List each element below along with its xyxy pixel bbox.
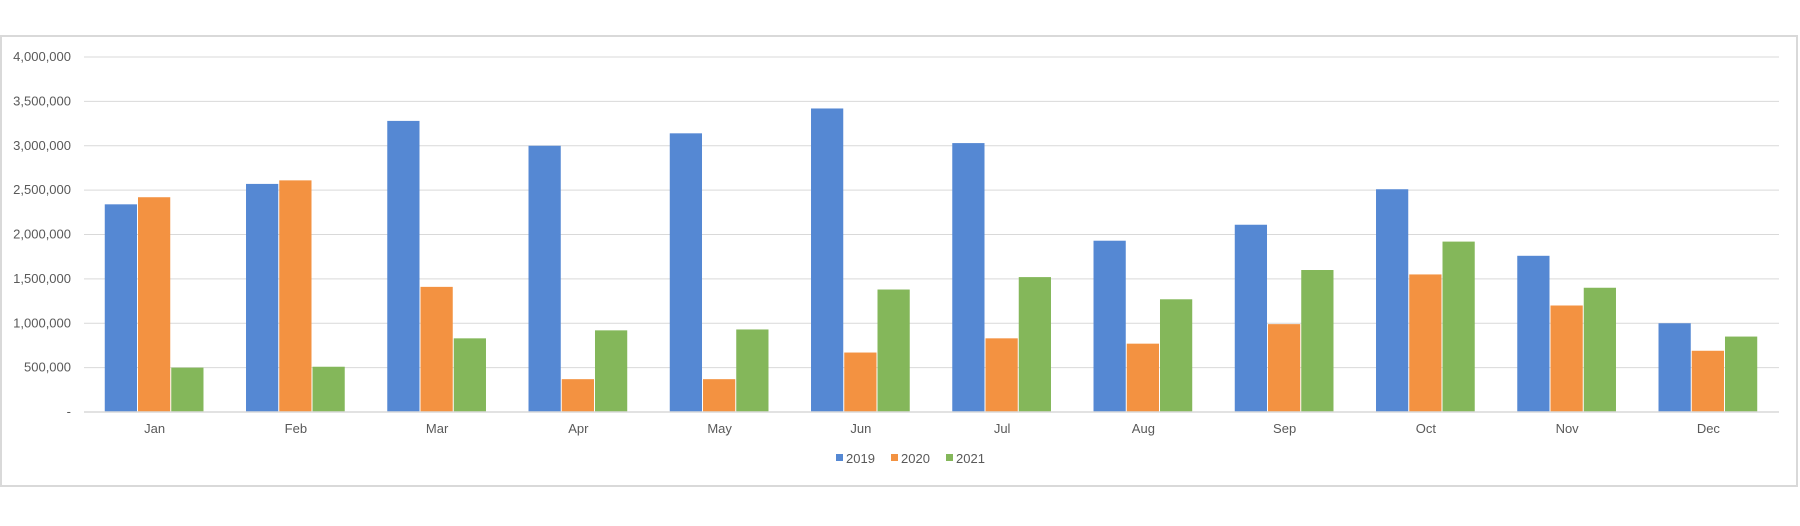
legend-swatch xyxy=(891,454,898,461)
y-axis-tick-labels: - 500,000 1,000,000 1,500,000 2,000,000 2,500… xyxy=(13,49,71,419)
bar-2021-aug xyxy=(1159,299,1193,412)
x-tick-label: Apr xyxy=(568,421,589,436)
bar-2019-jun xyxy=(811,108,844,412)
bar-2021-mar xyxy=(453,338,486,412)
bar-2019-oct xyxy=(1376,189,1409,412)
bar-2019-dec xyxy=(1658,323,1691,412)
bar-2019-aug xyxy=(1093,240,1126,412)
y-tick-label: 2,000,000 xyxy=(13,227,71,242)
bar-2019-sep xyxy=(1234,224,1268,412)
bar-2020-may xyxy=(703,379,736,412)
bar-2021-dec xyxy=(1724,336,1758,412)
x-tick-label: May xyxy=(707,421,732,436)
bar-2020-jun xyxy=(844,352,877,412)
bar-2020-mar xyxy=(420,286,453,412)
bar-2020-oct xyxy=(1409,274,1442,412)
legend-item-2020: 2020 xyxy=(891,451,930,466)
y-tick-label: 500,000 xyxy=(24,360,71,375)
legend-swatch xyxy=(836,454,843,461)
bar-2019-jan xyxy=(104,204,138,412)
legend-label: 2019 xyxy=(846,451,875,466)
x-tick-label: Dec xyxy=(1697,421,1721,436)
x-tick-label: Aug xyxy=(1132,421,1155,436)
bar-2020-dec xyxy=(1691,350,1724,412)
legend-swatch xyxy=(946,454,953,461)
bar-2021-may xyxy=(736,329,769,412)
bar-2021-oct xyxy=(1442,241,1475,412)
y-tick-label: 1,500,000 xyxy=(13,271,71,286)
bar-2019-jul xyxy=(952,143,985,412)
x-tick-label: Sep xyxy=(1273,421,1296,436)
bar-2019-mar xyxy=(387,120,420,413)
bar-2021-jul xyxy=(1018,277,1051,412)
legend: 2019 2020 2021 xyxy=(836,451,985,466)
bar-2021-jan xyxy=(171,367,204,412)
x-tick-label: Nov xyxy=(1556,421,1580,436)
x-tick-label: Jun xyxy=(850,421,871,436)
bar-2020-sep xyxy=(1268,324,1301,412)
bar-2021-apr xyxy=(594,330,628,412)
bar-2021-sep xyxy=(1301,270,1334,412)
x-axis-tick-labels: Jan Feb Mar Apr May Jun Jul Aug Sep Oct Nov Dec xyxy=(144,421,1720,436)
y-tick-label: 2,500,000 xyxy=(13,182,71,197)
bar-2019-may xyxy=(669,133,703,412)
y-tick-label: 4,000,000 xyxy=(13,49,71,64)
gridlines xyxy=(84,56,1779,369)
y-tick-label: 3,500,000 xyxy=(13,93,71,108)
y-tick-label: 3,000,000 xyxy=(13,138,71,153)
bar-2020-jul xyxy=(985,338,1018,412)
bars xyxy=(104,108,1758,413)
legend-label: 2021 xyxy=(956,451,985,466)
bar-2020-apr xyxy=(561,379,594,412)
x-tick-label: Jul xyxy=(994,421,1011,436)
bar-2020-aug xyxy=(1126,343,1159,412)
x-tick-label: Mar xyxy=(426,421,449,436)
legend-label: 2020 xyxy=(901,451,930,466)
bar-2021-jun xyxy=(877,289,910,412)
bar-2020-jan xyxy=(138,197,171,412)
legend-item-2019: 2019 xyxy=(836,451,875,466)
x-tick-label: Oct xyxy=(1416,421,1437,436)
y-tick-label: 1,000,000 xyxy=(13,315,71,330)
x-tick-label: Feb xyxy=(285,421,307,436)
bar-2021-nov xyxy=(1583,287,1616,412)
bar-2019-feb xyxy=(246,183,279,412)
bar-2020-nov xyxy=(1550,305,1583,412)
bar-2019-apr xyxy=(528,145,561,412)
x-tick-label: Jan xyxy=(144,421,165,436)
legend-item-2021: 2021 xyxy=(946,451,985,466)
y-tick-label: - xyxy=(67,404,71,419)
bar-2019-nov xyxy=(1517,255,1550,412)
bar-2021-feb xyxy=(312,366,345,412)
bar-2020-feb xyxy=(279,180,312,412)
